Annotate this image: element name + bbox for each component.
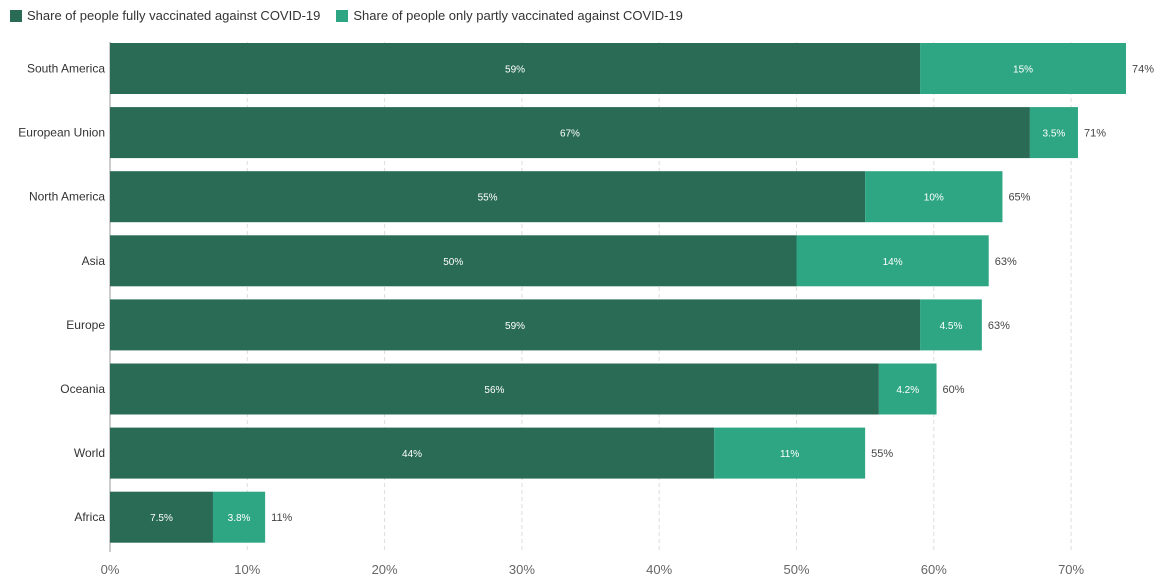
data-label-partly-world: 11%	[780, 449, 799, 460]
bar-fully-world	[110, 427, 715, 479]
data-label-fully-world: 44%	[402, 449, 422, 460]
legend-label-fully: Share of people fully vaccinated against…	[27, 8, 321, 23]
data-label-fully-european-union: 67%	[560, 129, 580, 140]
category-label-north-america: North America	[29, 190, 105, 204]
category-label-world: World	[74, 446, 105, 460]
legend-item-fully-vaccinated[interactable]: Share of people fully vaccinated against…	[10, 8, 320, 23]
bar-partly-europe	[920, 299, 982, 351]
data-label-partly-north-america: 10%	[924, 193, 944, 204]
total-label-europe: 63%	[988, 320, 1010, 332]
bar-fully-north-america	[110, 171, 866, 223]
category-label-asia: Asia	[82, 254, 106, 268]
x-tick-label: 0%	[101, 562, 120, 577]
data-label-partly-asia: 14%	[883, 257, 903, 268]
x-tick-label: 10%	[234, 562, 260, 577]
bar-fully-oceania	[110, 363, 879, 415]
data-label-partly-european-union: 3.5%	[1043, 129, 1066, 140]
category-label-south-america: South America	[27, 62, 105, 76]
bar-fully-european-union	[110, 107, 1030, 159]
data-label-fully-south-america: 59%	[505, 65, 525, 76]
category-label-africa: Africa	[74, 510, 105, 524]
x-tick-label: 60%	[921, 562, 947, 577]
data-label-fully-europe: 59%	[505, 321, 525, 332]
bar-fully-africa	[110, 491, 213, 543]
bar-partly-africa	[212, 491, 266, 543]
data-label-fully-oceania: 56%	[484, 385, 504, 396]
labels-group: South America 59% 15% 74% European Union 67% 3…	[18, 62, 1154, 525]
bar-partly-oceania	[878, 363, 937, 415]
x-tick-label: 20%	[372, 562, 398, 577]
total-label-european-union: 71%	[1084, 128, 1106, 140]
bar-fully-asia	[110, 235, 797, 287]
total-label-south-america: 74%	[1132, 64, 1154, 76]
legend-swatch-partly	[336, 9, 349, 22]
category-label-europe: Europe	[66, 318, 105, 332]
data-label-partly-south-america: 15%	[1013, 65, 1033, 76]
total-label-world: 55%	[871, 448, 893, 460]
total-label-oceania: 60%	[943, 384, 965, 396]
chart-legend: Share of people fully vaccinated against…	[10, 8, 683, 23]
legend-label-partly: Share of people only partly vaccinated a…	[353, 8, 683, 23]
category-label-european-union: European Union	[18, 126, 105, 140]
data-label-fully-north-america: 55%	[478, 193, 498, 204]
category-label-oceania: Oceania	[60, 382, 105, 396]
bar-partly-world	[714, 427, 866, 479]
total-label-north-america: 65%	[1008, 192, 1030, 204]
x-tick-label: 50%	[783, 562, 809, 577]
bar-partly-north-america	[865, 171, 1003, 223]
bar-fully-south-america	[110, 43, 921, 94]
data-label-partly-europe: 4.5%	[940, 321, 963, 332]
data-label-fully-asia: 50%	[443, 257, 463, 268]
total-label-asia: 63%	[995, 256, 1017, 268]
data-label-fully-africa: 7.5%	[150, 513, 173, 524]
legend-item-partly-vaccinated[interactable]: Share of people only partly vaccinated a…	[336, 8, 683, 23]
bar-partly-european-union	[1029, 107, 1078, 159]
data-label-partly-africa: 3.8%	[228, 513, 251, 524]
x-tick-label: 40%	[646, 562, 672, 577]
x-tick-label: 70%	[1058, 562, 1084, 577]
bar-fully-europe	[110, 299, 921, 351]
bars-group	[110, 43, 1127, 543]
data-label-partly-oceania: 4.2%	[896, 385, 919, 396]
bar-partly-south-america	[920, 43, 1127, 94]
x-tick-label: 30%	[509, 562, 535, 577]
bar-partly-asia	[796, 235, 989, 287]
x-axis-ticks: 0% 10% 20% 30% 40% 50% 60% 70%	[101, 562, 1085, 577]
legend-swatch-fully	[10, 9, 22, 22]
total-label-africa: 11%	[271, 512, 292, 524]
